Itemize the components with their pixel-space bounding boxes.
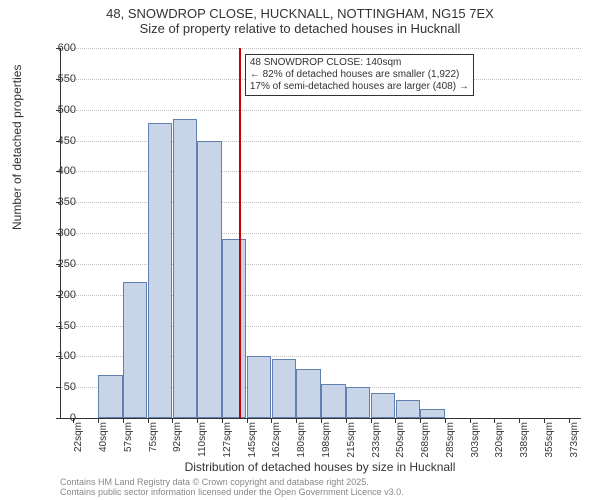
x-tick-label: 268sqm bbox=[420, 422, 431, 462]
x-tick-label: 373sqm bbox=[569, 422, 580, 462]
chart-container: 48, SNOWDROP CLOSE, HUCKNALL, NOTTINGHAM… bbox=[0, 0, 600, 500]
footer-line-2: Contains public sector information licen… bbox=[60, 488, 404, 498]
x-tick-label: 162sqm bbox=[271, 422, 282, 462]
y-tick-label: 500 bbox=[58, 104, 76, 116]
y-tick-label: 100 bbox=[58, 350, 76, 362]
x-tick-label: 355sqm bbox=[544, 422, 555, 462]
x-tick-label: 198sqm bbox=[321, 422, 332, 462]
y-tick-label: 50 bbox=[64, 381, 76, 393]
annotation-line-1: 48 SNOWDROP CLOSE: 140sqm bbox=[250, 57, 469, 69]
footer-attribution: Contains HM Land Registry data © Crown c… bbox=[60, 478, 404, 498]
bars-group bbox=[61, 48, 581, 418]
x-tick-label: 303sqm bbox=[470, 422, 481, 462]
x-tick-label: 92sqm bbox=[172, 422, 183, 462]
x-tick-label: 57sqm bbox=[123, 422, 134, 462]
histogram-bar bbox=[222, 239, 246, 418]
reference-line bbox=[239, 48, 241, 418]
y-tick-label: 0 bbox=[70, 412, 76, 424]
y-tick-mark bbox=[56, 418, 61, 419]
histogram-bar bbox=[123, 282, 147, 418]
histogram-bar bbox=[321, 384, 345, 418]
y-tick-label: 250 bbox=[58, 258, 76, 270]
y-axis-label: Number of detached properties bbox=[10, 65, 24, 230]
x-tick-label: 40sqm bbox=[98, 422, 109, 462]
chart-title-main: 48, SNOWDROP CLOSE, HUCKNALL, NOTTINGHAM… bbox=[0, 0, 600, 21]
y-tick-mark bbox=[56, 387, 61, 388]
histogram-bar bbox=[148, 123, 172, 418]
histogram-bar bbox=[396, 400, 420, 419]
x-tick-label: 338sqm bbox=[519, 422, 530, 462]
chart-title-sub: Size of property relative to detached ho… bbox=[0, 21, 600, 36]
annotation-line-3: 17% of semi-detached houses are larger (… bbox=[250, 81, 469, 93]
y-tick-label: 350 bbox=[58, 196, 76, 208]
histogram-bar bbox=[371, 393, 395, 418]
y-tick-label: 200 bbox=[58, 289, 76, 301]
x-tick-label: 285sqm bbox=[445, 422, 456, 462]
plot-area: 48 SNOWDROP CLOSE: 140sqm ← 82% of detac… bbox=[60, 48, 581, 419]
histogram-bar bbox=[296, 369, 320, 418]
x-tick-label: 233sqm bbox=[371, 422, 382, 462]
x-tick-label: 145sqm bbox=[247, 422, 258, 462]
histogram-bar bbox=[247, 356, 271, 418]
y-tick-label: 300 bbox=[58, 227, 76, 239]
x-tick-label: 110sqm bbox=[197, 422, 208, 462]
histogram-bar bbox=[272, 359, 296, 418]
histogram-bar bbox=[98, 375, 122, 418]
histogram-bar bbox=[173, 119, 197, 418]
y-tick-label: 150 bbox=[58, 320, 76, 332]
x-tick-label: 75sqm bbox=[148, 422, 159, 462]
y-tick-label: 450 bbox=[58, 135, 76, 147]
annotation-line-2: ← 82% of detached houses are smaller (1,… bbox=[250, 69, 469, 81]
x-tick-label: 320sqm bbox=[494, 422, 505, 462]
x-tick-label: 180sqm bbox=[296, 422, 307, 462]
x-tick-label: 127sqm bbox=[222, 422, 233, 462]
x-axis-label: Distribution of detached houses by size … bbox=[60, 460, 580, 474]
x-tick-label: 250sqm bbox=[395, 422, 406, 462]
histogram-bar bbox=[346, 387, 370, 418]
x-tick-label: 215sqm bbox=[346, 422, 357, 462]
y-tick-label: 550 bbox=[58, 73, 76, 85]
y-tick-label: 600 bbox=[58, 42, 76, 54]
y-tick-label: 400 bbox=[58, 165, 76, 177]
histogram-bar bbox=[197, 141, 221, 419]
histogram-bar bbox=[420, 409, 444, 418]
x-tick-label: 22sqm bbox=[73, 422, 84, 462]
annotation-box: 48 SNOWDROP CLOSE: 140sqm ← 82% of detac… bbox=[245, 54, 474, 96]
